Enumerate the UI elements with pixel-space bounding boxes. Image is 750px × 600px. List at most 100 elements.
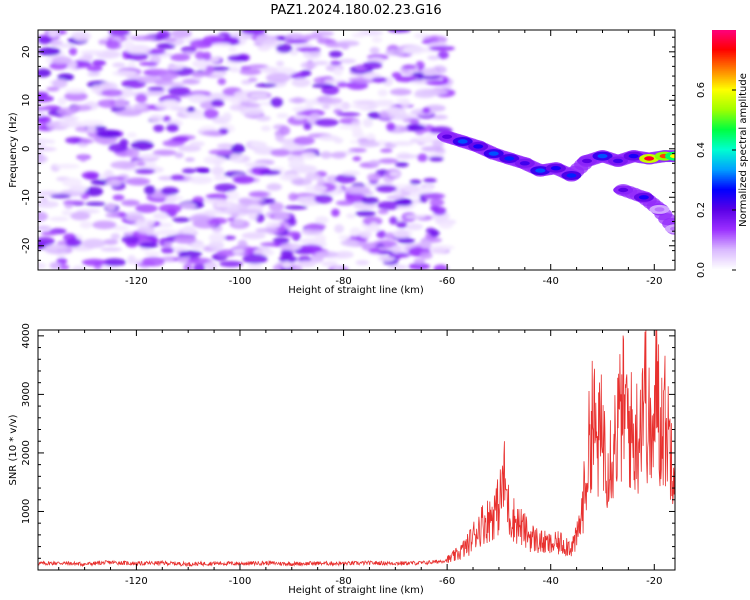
spectrogram-x-tick-label: -20 [646, 276, 662, 287]
noise-blob [98, 39, 109, 45]
noise-blob [92, 220, 117, 230]
noise-blob [144, 185, 156, 195]
spectrogram-x-tick-label: -60 [439, 276, 455, 287]
noise-blob [217, 78, 226, 85]
noise-blob [331, 208, 340, 217]
figure-title: PAZ1.2024.180.02.23.G16 [270, 3, 441, 18]
colorbar-segment [712, 196, 736, 199]
noise-blob [172, 217, 191, 223]
noise-blob [330, 104, 353, 109]
noise-blob [104, 169, 114, 178]
noise-blob [367, 111, 381, 119]
colorbar-segment [712, 122, 736, 125]
noise-blob [440, 84, 452, 90]
noise-blob [171, 136, 190, 142]
colorbar-tick-label: 0.2 [696, 202, 707, 218]
noise-blob [125, 52, 149, 61]
noise-blob [127, 255, 136, 265]
noise-blob [160, 247, 175, 254]
signal-ridge-core [519, 161, 530, 166]
noise-blob [336, 112, 361, 117]
colorbar-segment [712, 258, 736, 261]
noise-blob [238, 197, 253, 204]
noise-blob [51, 56, 72, 65]
colorbar-segment [712, 254, 736, 257]
colorbar-segment [712, 162, 736, 165]
noise-blob [242, 253, 268, 264]
noise-blob [192, 59, 211, 69]
colorbar-segment [712, 206, 736, 209]
noise-blob [228, 46, 237, 52]
noise-blob [112, 62, 126, 68]
noise-blob [266, 183, 282, 191]
noise-blob [167, 64, 184, 71]
noise-blob [338, 124, 362, 130]
noise-blob [260, 125, 271, 132]
noise-blob [314, 234, 327, 243]
noise-blob [369, 222, 379, 231]
snr-panel: -120 -100 -80 -60 -40 -20 1000 2000 3000 4000 Hei… [8, 323, 676, 596]
colorbar-segment [712, 216, 736, 219]
signal-ridge-core [442, 134, 453, 139]
noise-blob [310, 113, 320, 119]
noise-blob [355, 260, 370, 266]
noise-blob [268, 202, 284, 212]
noise-blob [425, 80, 449, 86]
noise-blob [352, 156, 362, 162]
noise-blob [208, 233, 226, 243]
noise-blob [191, 71, 205, 78]
noise-blob [205, 65, 215, 75]
snr-series-line [38, 330, 675, 568]
noise-blob [375, 185, 397, 193]
noise-blob [334, 224, 345, 234]
noise-blob [279, 243, 302, 251]
colorbar-segment [712, 166, 736, 169]
noise-blob [428, 156, 444, 162]
colorbar-segment [712, 112, 736, 115]
noise-blob [85, 201, 106, 206]
noise-blob [377, 255, 396, 262]
noise-blob [291, 78, 311, 88]
noise-blob [40, 196, 49, 204]
noise-blob [373, 101, 396, 107]
noise-blob [416, 136, 434, 143]
noise-blob [160, 81, 185, 87]
noise-blob [38, 115, 52, 125]
noise-blob [189, 141, 205, 147]
noise-blob [244, 162, 268, 168]
noise-blob [335, 250, 354, 259]
colorbar-segment [712, 130, 736, 133]
signal-ridge-core [613, 158, 623, 164]
noise-blob [354, 79, 374, 84]
noise-blob [61, 209, 73, 216]
noise-blob [214, 183, 237, 192]
colorbar-segment [712, 202, 736, 205]
noise-blob [301, 228, 323, 236]
noise-blob [153, 124, 165, 133]
noise-blob [412, 72, 425, 78]
noise-blob [108, 143, 128, 153]
colorbar-segment [712, 80, 736, 83]
noise-blob [65, 238, 82, 247]
noise-blob [314, 216, 329, 224]
colorbar-segment [712, 156, 736, 159]
noise-blob [305, 223, 326, 231]
noise-blob [178, 250, 203, 258]
noise-blob [430, 114, 448, 120]
noise-blob [132, 103, 145, 110]
noise-blob [396, 98, 408, 104]
noise-blob [233, 218, 244, 226]
colorbar-segment [712, 56, 736, 59]
colorbar-segment [712, 92, 736, 95]
colorbar-segment [712, 46, 736, 49]
noise-blob [156, 42, 176, 50]
noise-blob [180, 46, 197, 53]
noise-blob [427, 55, 440, 61]
noise-blob [333, 67, 344, 77]
noise-blob [279, 125, 291, 136]
colorbar-tick-label: 0.6 [696, 82, 707, 98]
colorbar-segment [712, 190, 736, 193]
noise-blob [433, 264, 448, 270]
noise-blob [402, 45, 426, 55]
colorbar-segment [712, 108, 736, 111]
